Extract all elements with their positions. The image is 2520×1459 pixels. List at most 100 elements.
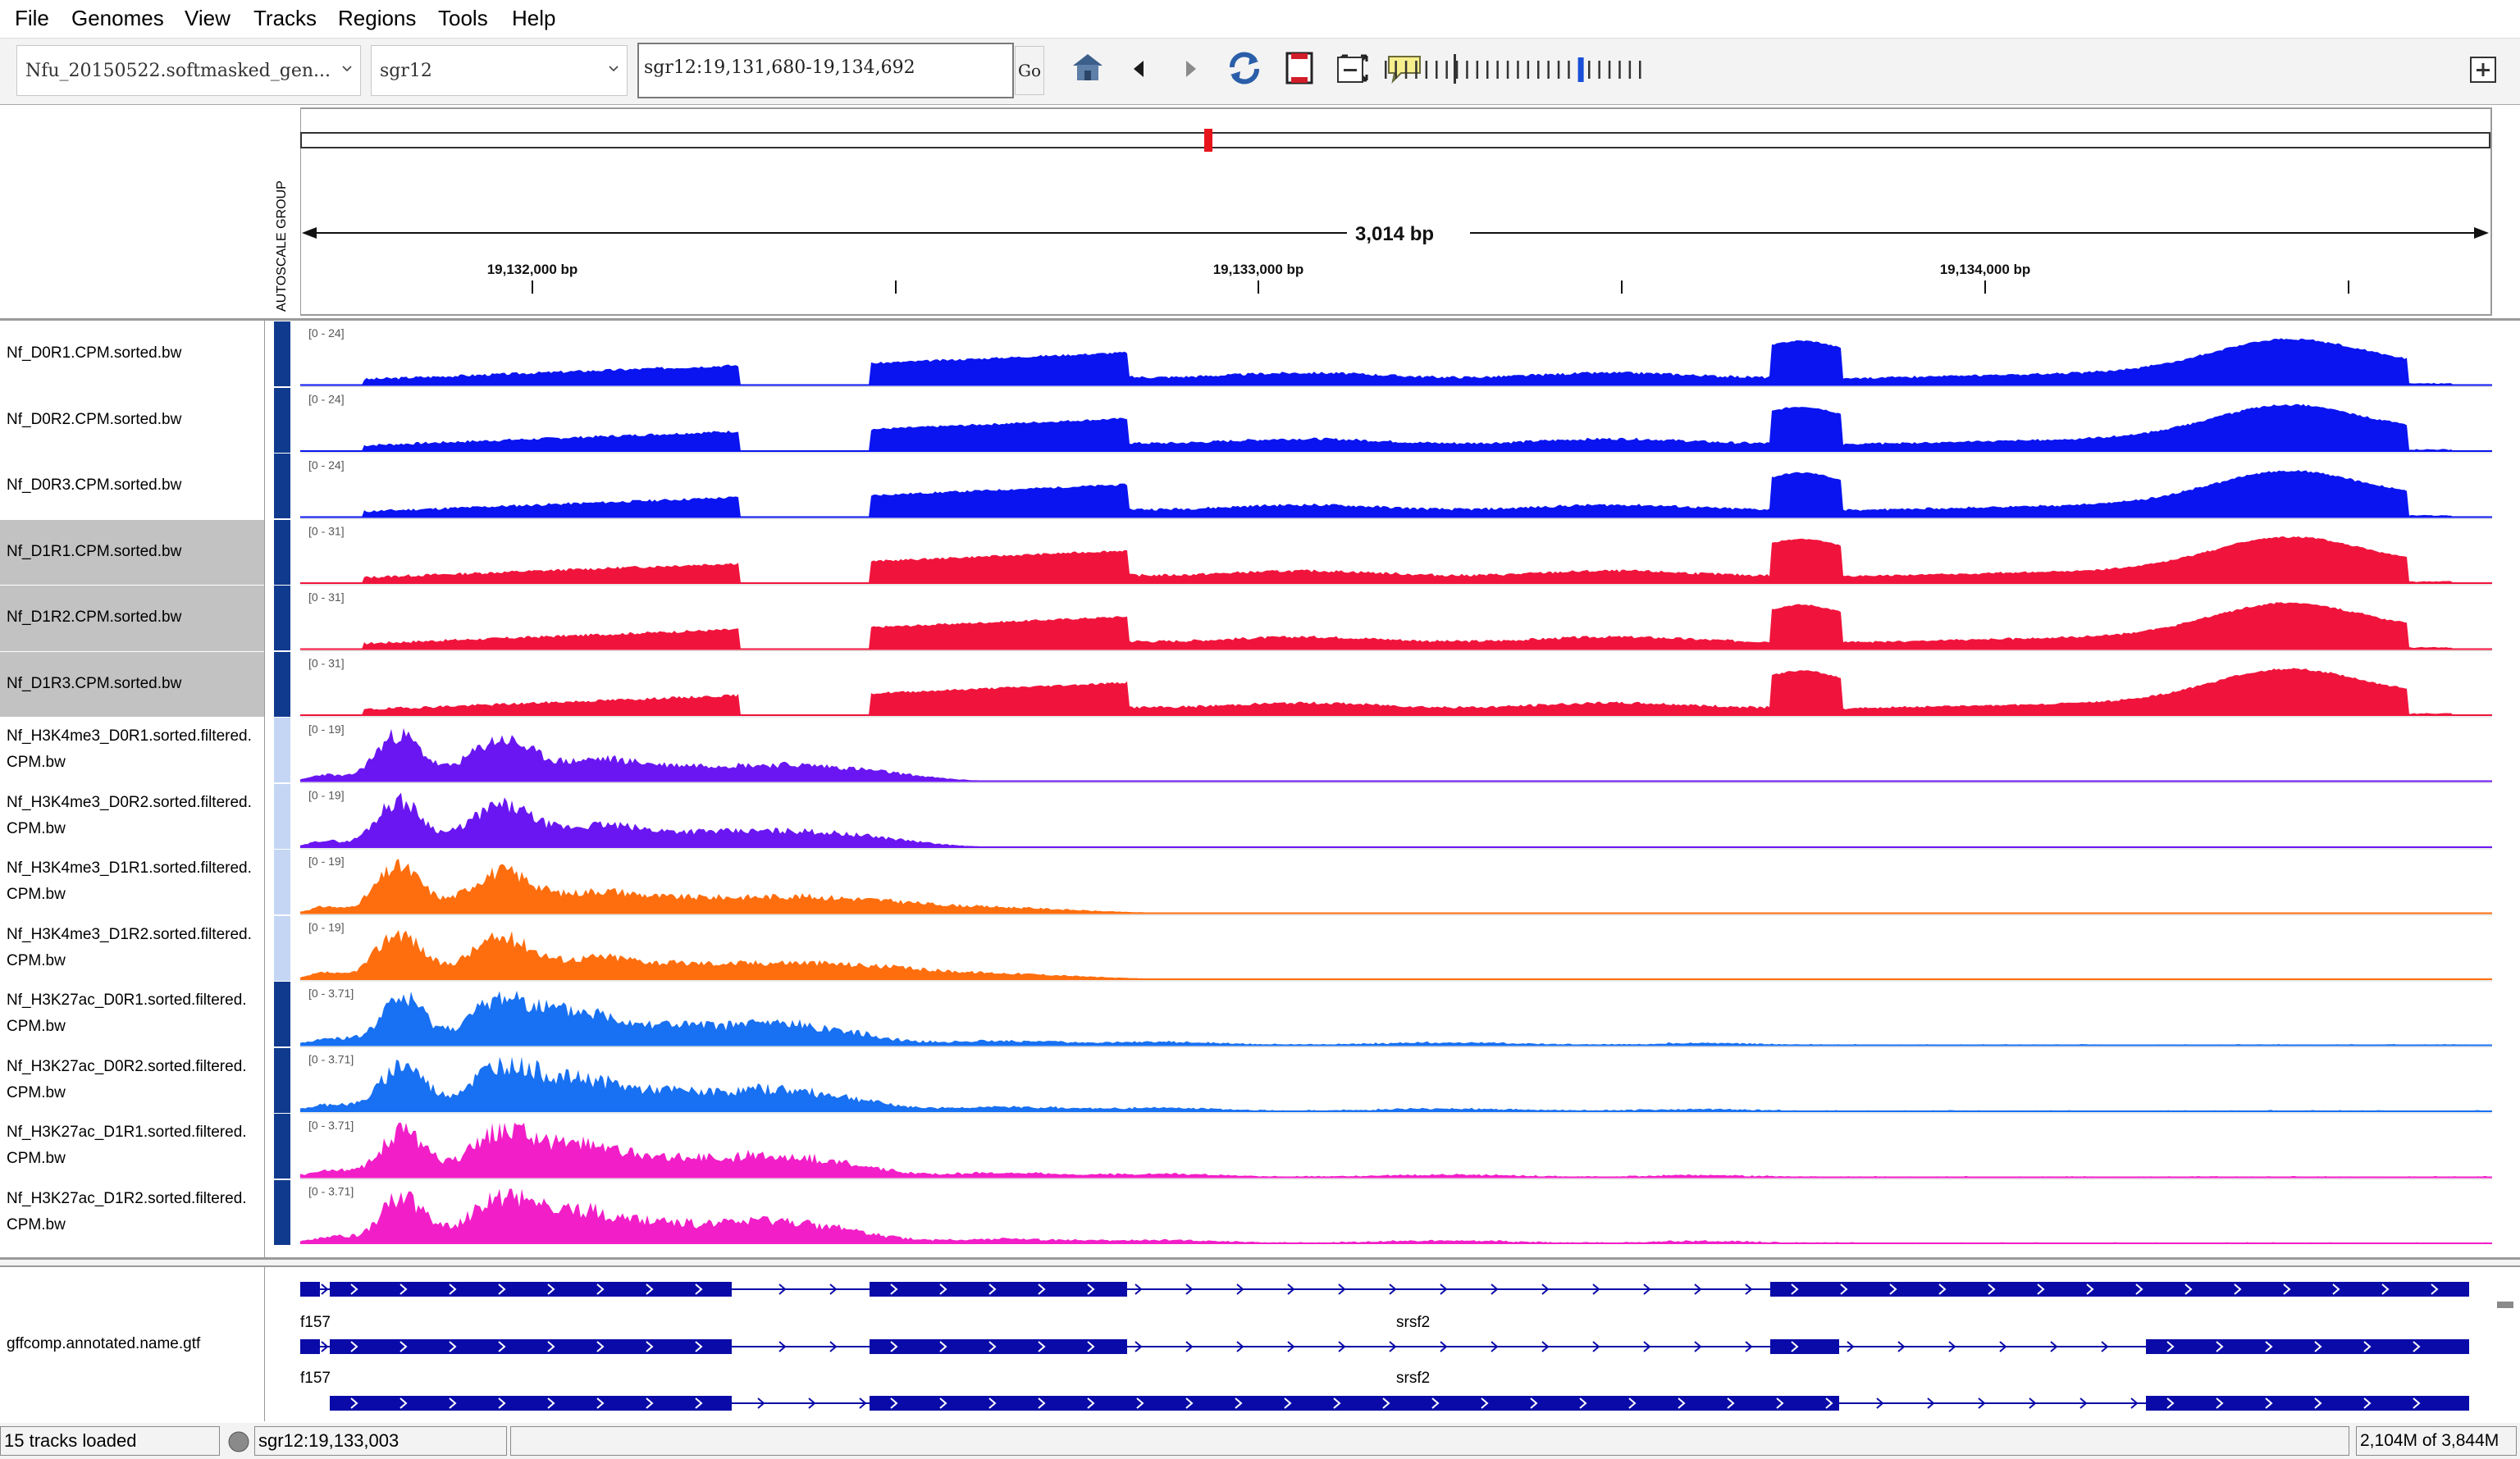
signal-track[interactable]: [0 - 24] xyxy=(300,326,2492,386)
attribute-cell[interactable] xyxy=(274,718,290,782)
zoom-tick[interactable] xyxy=(1496,61,1499,79)
zoom-tick[interactable] xyxy=(1598,61,1600,79)
signal-tracks[interactable]: [0 - 24] [0 - 24] [0 - 24] [0 - 31] [0 - 31]… xyxy=(300,321,2492,1256)
attribute-cell[interactable] xyxy=(274,454,290,518)
autoscale-group-label: AUTOSCALE GROUP xyxy=(275,180,289,312)
home-icon[interactable] xyxy=(1070,49,1106,85)
menu-genomes[interactable]: Genomes xyxy=(71,6,164,30)
zoom-tick[interactable] xyxy=(1628,61,1632,79)
attribute-cell[interactable] xyxy=(274,850,290,914)
signal-track[interactable]: [0 - 19] xyxy=(300,855,2492,914)
attribute-cell[interactable] xyxy=(274,1114,290,1179)
transcript[interactable] xyxy=(300,1339,2469,1354)
track-name-row[interactable] xyxy=(0,321,264,387)
track-name-row[interactable] xyxy=(0,850,264,915)
track-name-row[interactable] xyxy=(0,586,264,651)
zoom-tick[interactable] xyxy=(1639,61,1641,79)
zoom-slider[interactable] xyxy=(1335,54,2500,87)
zoom-tick[interactable] xyxy=(1385,61,1387,79)
track-name-row[interactable] xyxy=(0,718,264,783)
transcript[interactable] xyxy=(300,1282,2469,1297)
chromosome-ideogram[interactable] xyxy=(300,132,2490,148)
menu-tools[interactable]: Tools xyxy=(438,6,488,30)
zoom-tick[interactable] xyxy=(1445,61,1448,79)
zoom-tick[interactable] xyxy=(1486,61,1489,79)
signal-track[interactable]: [0 - 24] xyxy=(300,458,2492,518)
zoom-tick[interactable] xyxy=(1415,61,1418,79)
chromosome-dropdown[interactable]: sgr12 xyxy=(371,45,628,96)
signal-track[interactable]: [0 - 19] xyxy=(300,723,2492,782)
signal-track[interactable]: [0 - 3.71] xyxy=(300,987,2492,1046)
signal-track[interactable]: [0 - 3.71] xyxy=(300,1053,2492,1112)
locus-field[interactable] xyxy=(637,43,1014,98)
track-name-row[interactable] xyxy=(0,1047,264,1113)
attribute-cell[interactable] xyxy=(274,519,290,585)
region-navigator-icon[interactable] xyxy=(1285,51,1314,85)
track-name-row[interactable] xyxy=(0,1179,264,1245)
zoom-tick[interactable] xyxy=(1425,61,1428,79)
track-name-row[interactable] xyxy=(0,1114,264,1179)
signal-track[interactable]: [0 - 31] xyxy=(300,590,2492,650)
track-name-row[interactable] xyxy=(0,387,264,453)
zoom-tick[interactable] xyxy=(1557,61,1560,79)
zoom-out-icon[interactable] xyxy=(1337,57,1363,83)
track-name-row[interactable] xyxy=(0,915,264,981)
menu-regions[interactable]: Regions xyxy=(338,6,417,30)
track-name-row[interactable] xyxy=(0,783,264,849)
attribute-cell[interactable] xyxy=(274,1047,290,1113)
signal-track[interactable]: [0 - 3.71] xyxy=(300,1185,2492,1244)
signal-track[interactable]: [0 - 3.71] xyxy=(300,1119,2492,1179)
zoom-tick[interactable] xyxy=(1476,61,1479,79)
attribute-cell[interactable] xyxy=(274,783,290,849)
forward-arrow-icon[interactable] xyxy=(1183,59,1199,79)
signal-track[interactable]: [0 - 31] xyxy=(300,657,2492,716)
attribute-cell[interactable] xyxy=(274,982,290,1046)
refresh-icon[interactable] xyxy=(1226,49,1263,87)
zoom-tick[interactable] xyxy=(1466,61,1468,79)
signal-track[interactable]: [0 - 31] xyxy=(300,525,2492,584)
transcript[interactable] xyxy=(330,1396,2469,1411)
signal-track[interactable]: [0 - 24] xyxy=(300,393,2492,452)
attribute-cell[interactable] xyxy=(274,651,290,717)
attribute-cell[interactable] xyxy=(274,915,290,981)
zoom-tick[interactable] xyxy=(1547,61,1550,79)
ruler[interactable]: 3,014 bp 19,132,000 bp 19,133,000 bp 19,… xyxy=(300,105,2492,317)
zoom-tick[interactable] xyxy=(1506,61,1509,79)
signal-track[interactable]: [0 - 19] xyxy=(300,921,2492,980)
zoom-tick[interactable] xyxy=(1517,61,1519,79)
feature-track-name[interactable]: gffcomp.annotated.name.gtf xyxy=(7,1335,201,1352)
zoom-tick[interactable] xyxy=(1527,61,1530,79)
zoom-thumb[interactable] xyxy=(1577,57,1584,82)
zoom-ticks[interactable] xyxy=(1385,57,1641,82)
attribute-cell[interactable] xyxy=(274,387,290,453)
menu-tracks[interactable]: Tracks xyxy=(253,6,317,30)
zoom-tick[interactable] xyxy=(1618,61,1621,79)
zoom-tick[interactable] xyxy=(1608,61,1611,79)
back-arrow-icon[interactable] xyxy=(1130,59,1147,79)
gene-annotation-track[interactable]: f157 srsf2 f157 srsf2 xyxy=(300,1267,2492,1421)
zoom-tick[interactable] xyxy=(1436,61,1438,79)
track-name-row[interactable] xyxy=(0,519,264,585)
zoom-tick[interactable] xyxy=(1404,61,1408,79)
attribute-cell[interactable] xyxy=(274,321,290,386)
track-name-row[interactable] xyxy=(0,982,264,1047)
locus-input[interactable] xyxy=(644,57,1005,78)
track-name-row[interactable] xyxy=(0,651,264,717)
data-range-label: [0 - 3.71] xyxy=(308,987,354,1000)
go-button[interactable]: Go xyxy=(1015,46,1044,95)
zoom-tick[interactable] xyxy=(1537,61,1540,79)
zoom-tick[interactable] xyxy=(1568,61,1570,79)
menu-help[interactable]: Help xyxy=(512,6,556,30)
zoom-tick[interactable] xyxy=(1395,61,1397,79)
zoom-tick[interactable] xyxy=(1455,61,1459,79)
menu-view[interactable]: View xyxy=(185,6,231,30)
genome-dropdown[interactable]: Nfu_20150522.softmasked_gen... xyxy=(16,45,361,96)
attribute-cell[interactable] xyxy=(274,1179,290,1245)
scrollbar-handle-icon[interactable] xyxy=(2495,1297,2515,1313)
signal-track[interactable]: [0 - 19] xyxy=(300,789,2492,848)
track-name-row[interactable] xyxy=(0,454,264,519)
zoom-in-icon[interactable] xyxy=(2470,57,2496,83)
zoom-tick[interactable] xyxy=(1588,61,1591,79)
attribute-cell[interactable] xyxy=(274,586,290,650)
menu-file[interactable]: File xyxy=(15,6,49,30)
